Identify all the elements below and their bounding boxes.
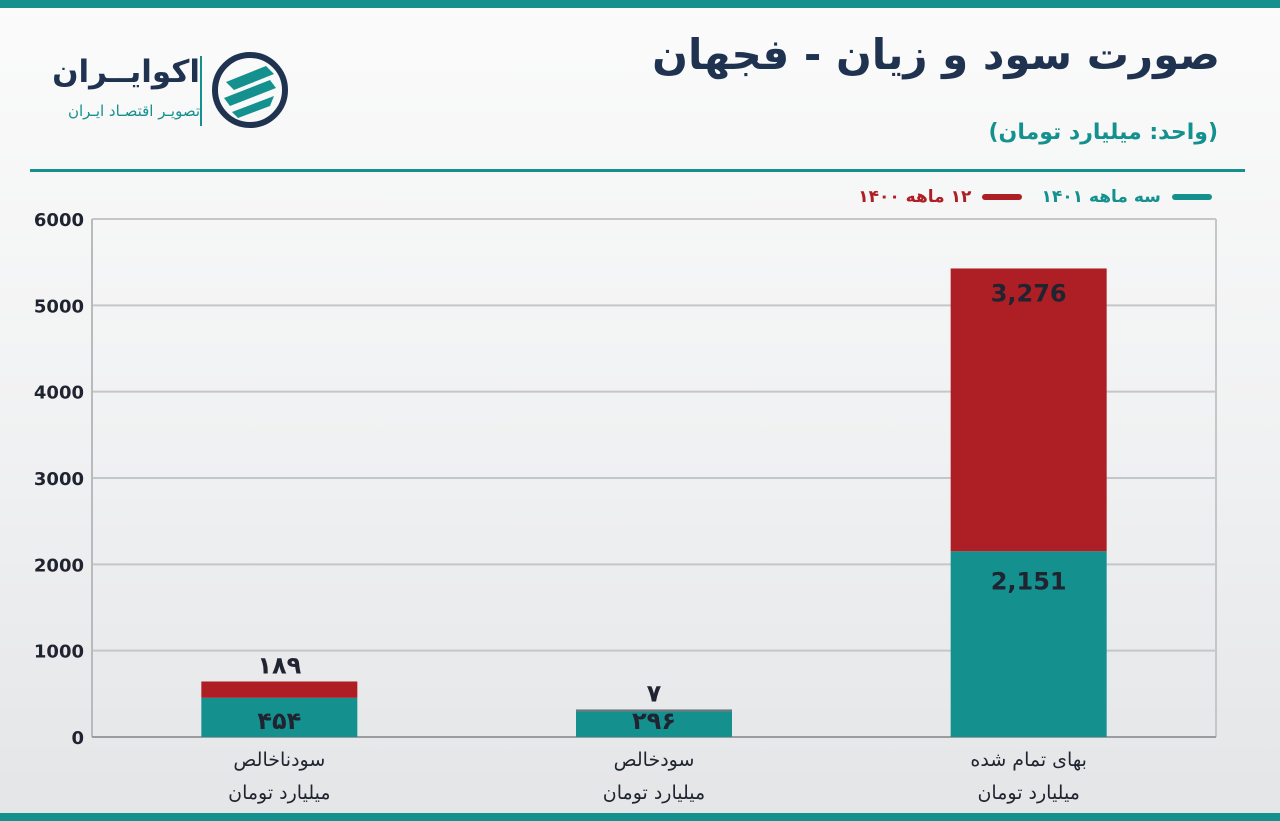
y-tick-label: 2000	[34, 555, 84, 576]
data-label-series-2: ۱۸۹	[257, 651, 301, 679]
y-tick-label: 5000	[34, 296, 84, 317]
logo-tagline: تصویـر اقتصـاد ایـران	[67, 102, 200, 120]
legend-label-series-1: سه ماهه ۱۴۰۱	[1041, 186, 1161, 207]
header-divider	[30, 169, 1245, 172]
logo-divider	[200, 56, 202, 126]
data-label-series-2: ۷	[647, 679, 662, 707]
logo-name: اکوایــران	[52, 54, 200, 90]
data-label-series-1: ۲۹۶	[632, 707, 676, 735]
legend-swatch-teal	[1172, 193, 1212, 200]
bar-series-1	[576, 711, 732, 737]
legend-item-series-1: سه ماهه ۱۴۰۱	[1042, 186, 1212, 207]
logo-mark-icon	[212, 52, 288, 128]
bar-series-2	[576, 709, 732, 712]
y-tick-label: 0	[71, 728, 84, 749]
x-category-label: بهای تمام شده	[970, 749, 1086, 771]
y-tick-label: 3000	[34, 469, 84, 490]
data-label-series-1: ۴۵۴	[257, 707, 301, 735]
data-label-series-2: 3,276	[991, 279, 1067, 307]
y-tick-label: 4000	[34, 383, 84, 404]
x-category-label: سودناخالص	[233, 749, 325, 771]
legend-label-series-2: ۱۲ ماهه ۱۴۰۰	[858, 186, 972, 207]
x-category-label: سودخالص	[614, 749, 695, 771]
data-label-series-1: 2,151	[991, 567, 1067, 595]
legend-item-series-2: ۱۲ ماهه ۱۴۰۰	[858, 186, 1023, 207]
bar-series-2	[201, 681, 358, 698]
bottom-accent-bar	[0, 813, 1280, 821]
bar-series-1	[201, 697, 358, 737]
unit-subtitle: (واحد: میلیارد تومان)	[988, 120, 1219, 145]
logo: اکوایــران تصویـر اقتصـاد ایـران	[30, 48, 290, 132]
x-category-unit-label: میلیارد تومان	[603, 782, 705, 804]
page-title: صورت سود و زیان - فجهان	[652, 30, 1220, 79]
top-accent-bar	[0, 0, 1280, 8]
legend: سه ماهه ۱۴۰۱ ۱۲ ماهه ۱۴۰۰	[844, 186, 1212, 210]
x-category-unit-label: میلیارد تومان	[228, 782, 330, 804]
bar-series-2	[950, 268, 1107, 552]
x-category-unit-label: میلیارد تومان	[977, 782, 1079, 804]
bar-series-1	[950, 551, 1107, 737]
y-tick-label: 1000	[34, 642, 84, 663]
legend-swatch-red	[982, 193, 1023, 200]
y-tick-label: 6000	[34, 210, 84, 231]
